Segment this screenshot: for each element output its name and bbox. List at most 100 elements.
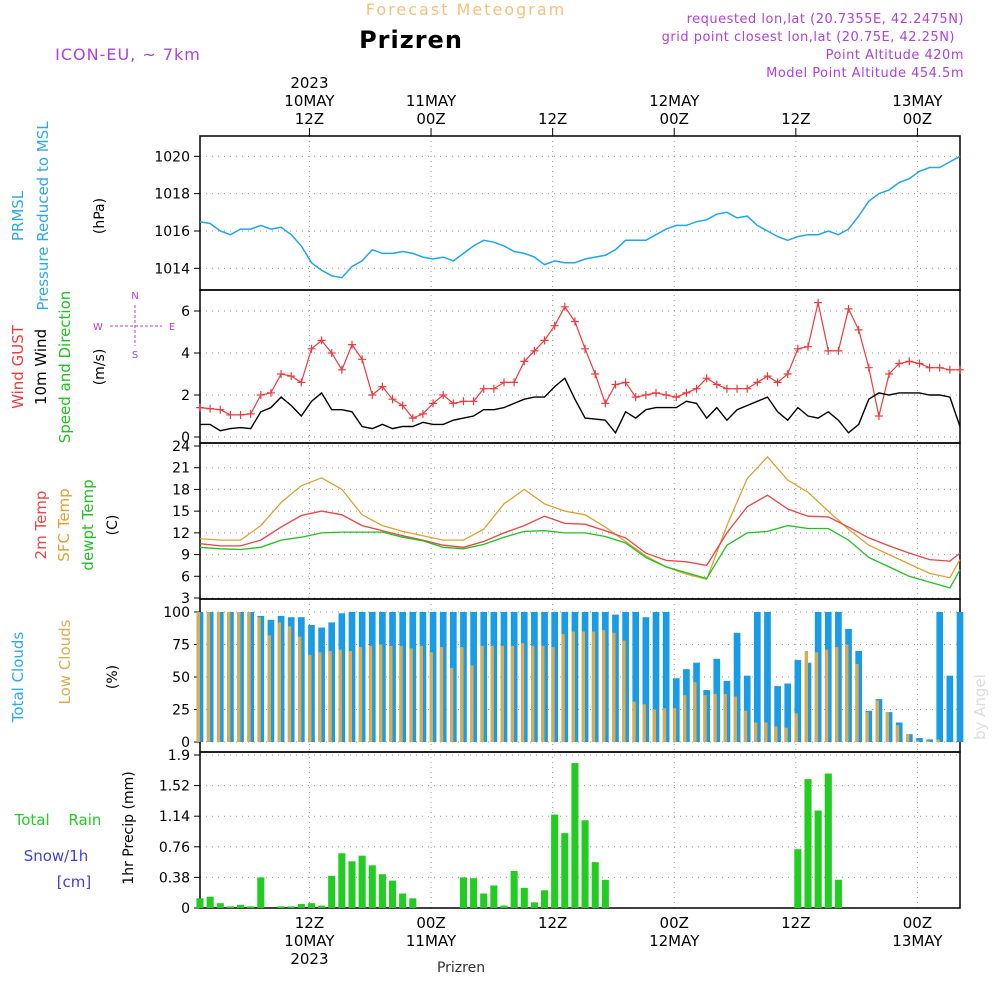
gust-marker bbox=[560, 302, 569, 311]
temp-ytick-label: 24 bbox=[172, 439, 190, 455]
total-cloud-bar bbox=[764, 612, 771, 742]
low-cloud-bar bbox=[591, 631, 596, 742]
total-cloud-bar bbox=[936, 612, 944, 742]
gust-marker bbox=[530, 346, 539, 355]
rain-bar bbox=[236, 904, 245, 908]
gust-marker bbox=[824, 346, 833, 355]
rain-bar bbox=[328, 875, 336, 908]
low-cloud-bar bbox=[520, 643, 525, 742]
low-cloud-bar bbox=[531, 645, 535, 742]
gust-marker bbox=[804, 342, 812, 351]
rain-bar bbox=[226, 906, 234, 908]
low-cloud-bar bbox=[753, 722, 758, 742]
temp-panel: 3 6 9 12 15 18 21 24 bbox=[172, 439, 961, 607]
low-cloud-bar bbox=[257, 617, 261, 742]
rain-bar bbox=[540, 890, 549, 908]
low-cloud-bar bbox=[490, 645, 494, 742]
clouds-ytick-label: 25 bbox=[172, 703, 190, 719]
rain-bar bbox=[368, 865, 376, 908]
gust-marker bbox=[418, 409, 427, 418]
low-cloud-bar bbox=[672, 708, 677, 742]
gust-marker bbox=[885, 370, 894, 378]
low-cloud-bar bbox=[794, 713, 798, 742]
gust-line bbox=[199, 302, 960, 419]
rain-bar bbox=[510, 870, 518, 908]
low-cloud-bar bbox=[196, 612, 200, 742]
low-cloud-bar bbox=[328, 651, 332, 742]
bottom-time-label: 11MAY bbox=[406, 932, 457, 950]
low-cloud-bar bbox=[581, 631, 586, 742]
low-cloud-bar bbox=[206, 612, 211, 742]
gust-marker bbox=[398, 401, 407, 410]
bottom-time-label: 2023 bbox=[290, 950, 328, 968]
gust-marker bbox=[297, 378, 306, 387]
temp-2m-line bbox=[199, 494, 961, 567]
wind-ytick-label: 6 bbox=[181, 304, 190, 320]
clouds-ytick-label: 0 bbox=[181, 735, 190, 751]
rain-bar bbox=[551, 814, 559, 908]
gust-marker bbox=[429, 399, 438, 408]
low-cloud-bar bbox=[308, 654, 312, 742]
gust-marker bbox=[712, 380, 721, 389]
low-cloud-bar bbox=[216, 612, 221, 742]
rain-bar bbox=[834, 879, 842, 908]
gust-marker bbox=[631, 393, 640, 402]
rain-bar bbox=[196, 898, 204, 908]
low-cloud-bar bbox=[814, 652, 819, 742]
low-cloud-bar bbox=[561, 634, 565, 742]
top-time-label: 11MAY bbox=[406, 92, 457, 110]
low-cloud-bar bbox=[835, 647, 839, 742]
gust-marker bbox=[905, 357, 914, 366]
gust-marker bbox=[206, 404, 215, 413]
rain-bar bbox=[257, 877, 265, 908]
rain-bar bbox=[338, 853, 346, 908]
temp-ytick-label: 6 bbox=[181, 569, 190, 585]
rain-bar bbox=[409, 898, 417, 908]
gust-marker bbox=[621, 378, 630, 387]
gust-marker bbox=[570, 317, 579, 326]
bottom-time-label: 12Z bbox=[538, 914, 567, 932]
gust-marker bbox=[540, 336, 549, 345]
gust-marker bbox=[692, 384, 701, 393]
temp-frame bbox=[199, 442, 961, 600]
gust-marker bbox=[489, 384, 498, 393]
low-cloud-bar bbox=[926, 740, 930, 742]
low-cloud-bar bbox=[419, 645, 423, 742]
rain-bar bbox=[561, 833, 569, 908]
gust-marker bbox=[500, 378, 508, 387]
wind-panel: 0 2 4 6 bbox=[181, 289, 961, 446]
gust-marker bbox=[601, 399, 610, 408]
bottom-time-label: 13MAY bbox=[892, 932, 943, 950]
low-cloud-bar bbox=[409, 648, 413, 742]
gust-marker bbox=[854, 325, 863, 334]
gust-marker bbox=[256, 391, 265, 399]
gust-marker bbox=[358, 355, 367, 364]
credit-watermark: by Angel bbox=[971, 674, 989, 740]
low-cloud-bar bbox=[662, 708, 667, 742]
wind-compass: N W E S bbox=[93, 291, 175, 361]
clouds-label-unit: (%) bbox=[105, 665, 121, 689]
top-time-label: 12Z bbox=[781, 110, 810, 128]
temp-ytick-label: 15 bbox=[172, 504, 190, 520]
rain-bar bbox=[520, 887, 528, 908]
gust-marker bbox=[510, 378, 519, 387]
rain-bar bbox=[470, 878, 478, 908]
gust-marker bbox=[388, 395, 397, 404]
precip-label-snow: Snow/1h bbox=[24, 847, 89, 865]
gust-marker bbox=[287, 372, 296, 381]
compass-n: N bbox=[131, 291, 138, 302]
low-cloud-bar bbox=[480, 645, 484, 742]
rain-bar bbox=[824, 773, 832, 908]
gust-marker bbox=[459, 397, 468, 406]
footer-location: Prizren bbox=[437, 960, 485, 976]
low-cloud-bar bbox=[571, 631, 575, 742]
gust-marker bbox=[266, 388, 275, 397]
total-cloud-bar bbox=[642, 617, 650, 742]
bottom-time-label: 12Z bbox=[295, 914, 324, 932]
location-title: Prizren bbox=[359, 26, 463, 54]
gust-marker bbox=[702, 374, 711, 383]
low-cloud-bar bbox=[348, 651, 352, 742]
low-cloud-bar bbox=[358, 647, 363, 742]
total-cloud-bar bbox=[956, 612, 964, 742]
gust-marker bbox=[591, 370, 600, 378]
